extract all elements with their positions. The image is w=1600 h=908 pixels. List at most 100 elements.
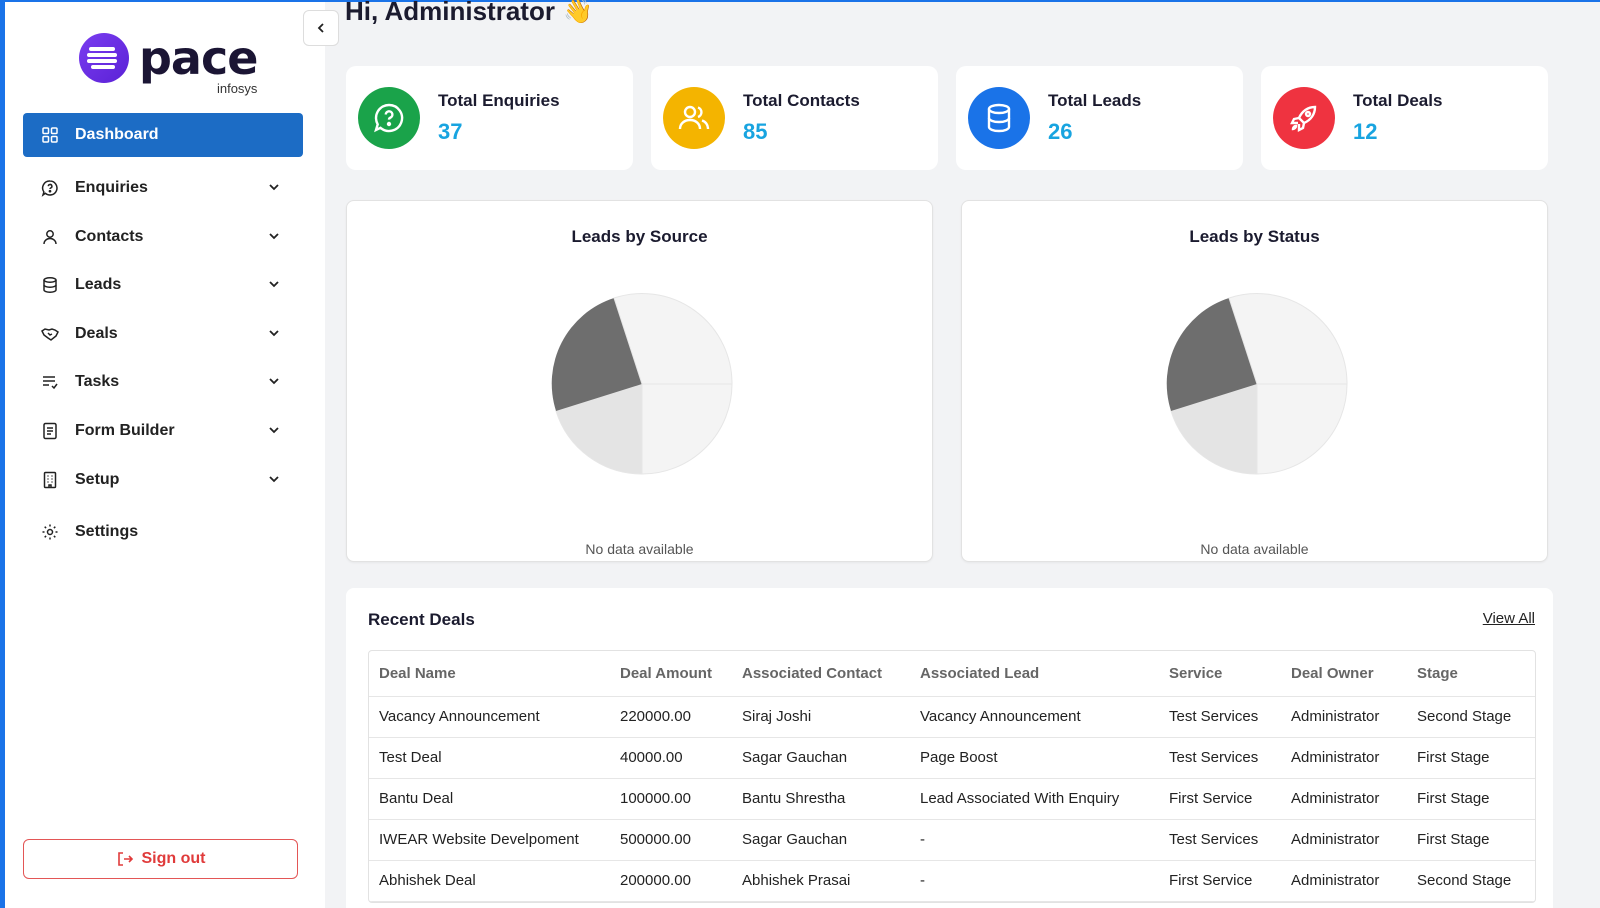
users-icon bbox=[663, 87, 725, 149]
chart-title: Leads by Source bbox=[571, 227, 708, 246]
cell-service: Test Services bbox=[1159, 696, 1281, 738]
table-row[interactable]: IWEAR Website Develpoment 500000.00 Saga… bbox=[369, 819, 1535, 861]
chevron-down-icon[interactable] bbox=[267, 374, 281, 393]
recent-deals-table: Deal Name Deal Amount Associated Contact… bbox=[368, 650, 1536, 903]
table-header-row: Deal Name Deal Amount Associated Contact… bbox=[369, 651, 1535, 697]
chevron-down-icon[interactable] bbox=[267, 472, 281, 491]
list-check-icon bbox=[41, 373, 59, 391]
cell-associated-lead: - bbox=[910, 819, 1159, 861]
database-icon bbox=[968, 87, 1030, 149]
grid-icon bbox=[41, 126, 59, 144]
cell-deal-owner: Administrator bbox=[1281, 778, 1407, 820]
chart-title: Leads by Status bbox=[1189, 227, 1320, 246]
building-icon bbox=[41, 471, 59, 489]
column-header[interactable]: Associated Lead bbox=[910, 651, 1159, 697]
stat-value: 37 bbox=[438, 119, 463, 144]
chart-empty-text: No data available bbox=[1200, 541, 1309, 557]
chevron-down-icon[interactable] bbox=[267, 277, 281, 296]
cell-service: First Service bbox=[1159, 860, 1281, 902]
cell-deal-amount: 100000.00 bbox=[610, 778, 732, 820]
sidebar-item-dashboard[interactable]: Dashboard bbox=[23, 113, 303, 157]
cell-deal-owner: Administrator bbox=[1281, 860, 1407, 902]
chevron-down-icon[interactable] bbox=[267, 423, 281, 442]
logo-word: pace bbox=[139, 31, 258, 85]
cell-stage: Second Stage bbox=[1407, 860, 1535, 902]
stat-card-enquiries[interactable]: Total Enquiries 37 bbox=[346, 66, 633, 170]
sidebar-item-label: Tasks bbox=[75, 373, 120, 391]
stat-label: Total Leads bbox=[1048, 91, 1142, 110]
sidebar-item-enquiries[interactable]: Enquiries bbox=[23, 166, 303, 210]
sidebar-item-settings[interactable]: Settings bbox=[23, 510, 303, 554]
chevron-down-icon[interactable] bbox=[267, 326, 281, 345]
column-header[interactable]: Deal Amount bbox=[610, 651, 732, 697]
cell-associated-contact: Sagar Gauchan bbox=[732, 819, 910, 861]
sidebar-item-form-builder[interactable]: Form Builder bbox=[23, 409, 303, 453]
handshake-icon bbox=[41, 325, 59, 343]
recent-deals-card: Recent Deals View All Deal Name Deal Amo… bbox=[346, 588, 1553, 908]
wave-icon: 👋 bbox=[562, 0, 593, 25]
column-header[interactable]: Deal Owner bbox=[1281, 651, 1407, 697]
chart-card-leads-by-source: Leads by Source No data available bbox=[346, 200, 933, 562]
sidebar-item-contacts[interactable]: Contacts bbox=[23, 215, 303, 259]
cell-associated-contact: Bantu Shrestha bbox=[732, 778, 910, 820]
sidebar-item-label: Setup bbox=[75, 470, 120, 488]
cell-deal-amount: 40000.00 bbox=[610, 737, 732, 779]
sidebar-nav: Dashboard Enquiries Contacts Leads bbox=[23, 113, 303, 558]
sign-out-button[interactable]: Sign out bbox=[23, 839, 298, 879]
table-row[interactable]: Test Deal 40000.00 Sagar Gauchan Page Bo… bbox=[369, 737, 1535, 779]
chat-question-icon bbox=[41, 179, 59, 197]
chevron-left-icon bbox=[317, 23, 324, 33]
column-header[interactable]: Service bbox=[1159, 651, 1281, 697]
column-header[interactable]: Stage bbox=[1407, 651, 1535, 697]
empty-pie-placeholder bbox=[1166, 293, 1348, 475]
cell-stage: First Stage bbox=[1407, 737, 1535, 779]
sidebar-item-leads[interactable]: Leads bbox=[23, 263, 303, 307]
database-icon bbox=[41, 276, 59, 294]
column-header[interactable]: Deal Name bbox=[369, 651, 610, 697]
table-row[interactable]: Abhishek Deal 200000.00 Abhishek Prasai … bbox=[369, 860, 1535, 902]
sidebar-item-deals[interactable]: Deals bbox=[23, 312, 303, 356]
greeting-text: Hi, Administrator bbox=[345, 0, 555, 26]
section-title: Recent Deals bbox=[368, 610, 475, 629]
stat-label: Total Enquiries bbox=[438, 91, 560, 110]
cell-deal-amount: 200000.00 bbox=[610, 860, 732, 902]
chevron-down-icon[interactable] bbox=[267, 229, 281, 248]
cell-deal-name: Test Deal bbox=[369, 737, 610, 779]
stat-card-leads[interactable]: Total Leads 26 bbox=[956, 66, 1243, 170]
stat-value: 85 bbox=[743, 119, 768, 144]
logo: pace infosys bbox=[51, 14, 271, 102]
sidebar-item-label: Form Builder bbox=[75, 421, 175, 439]
stat-value: 26 bbox=[1048, 119, 1073, 144]
stat-label: Total Contacts bbox=[743, 91, 860, 110]
sidebar-item-label: Enquiries bbox=[75, 179, 148, 196]
stat-card-contacts[interactable]: Total Contacts 85 bbox=[651, 66, 938, 170]
chevron-down-icon[interactable] bbox=[267, 180, 281, 199]
cell-deal-name: IWEAR Website Develpoment bbox=[369, 819, 610, 861]
cell-stage: First Stage bbox=[1407, 778, 1535, 820]
cell-service: First Service bbox=[1159, 778, 1281, 820]
cell-stage: First Stage bbox=[1407, 819, 1535, 861]
sidebar-item-setup[interactable]: Setup bbox=[23, 458, 303, 502]
sidebar-item-tasks[interactable]: Tasks bbox=[23, 360, 303, 404]
sidebar-item-label: Dashboard bbox=[75, 126, 159, 143]
rocket-icon bbox=[1273, 87, 1335, 149]
cell-associated-contact: Siraj Joshi bbox=[732, 696, 910, 738]
chart-empty-text: No data available bbox=[585, 541, 694, 557]
cell-deal-name: Abhishek Deal bbox=[369, 860, 610, 902]
collapse-sidebar-button[interactable] bbox=[303, 10, 339, 46]
view-all-link[interactable]: View All bbox=[1482, 610, 1535, 627]
column-header[interactable]: Associated Contact bbox=[732, 651, 910, 697]
sidebar-item-label: Leads bbox=[75, 276, 122, 294]
logo-sub: infosys bbox=[216, 81, 258, 96]
cell-associated-contact: Abhishek Prasai bbox=[732, 860, 910, 902]
cell-service: Test Services bbox=[1159, 737, 1281, 779]
cell-deal-amount: 220000.00 bbox=[610, 696, 732, 738]
table-row[interactable]: Vacancy Announcement 220000.00 Siraj Jos… bbox=[369, 696, 1535, 738]
cell-associated-lead: Page Boost bbox=[910, 737, 1159, 779]
sidebar-item-label: Contacts bbox=[75, 227, 144, 245]
cell-deal-name: Bantu Deal bbox=[369, 778, 610, 820]
stat-card-deals[interactable]: Total Deals 12 bbox=[1261, 66, 1548, 170]
table-row[interactable]: Bantu Deal 100000.00 Bantu Shrestha Lead… bbox=[369, 778, 1535, 820]
cell-associated-contact: Sagar Gauchan bbox=[732, 737, 910, 779]
cell-associated-lead: Vacancy Announcement bbox=[910, 696, 1159, 738]
